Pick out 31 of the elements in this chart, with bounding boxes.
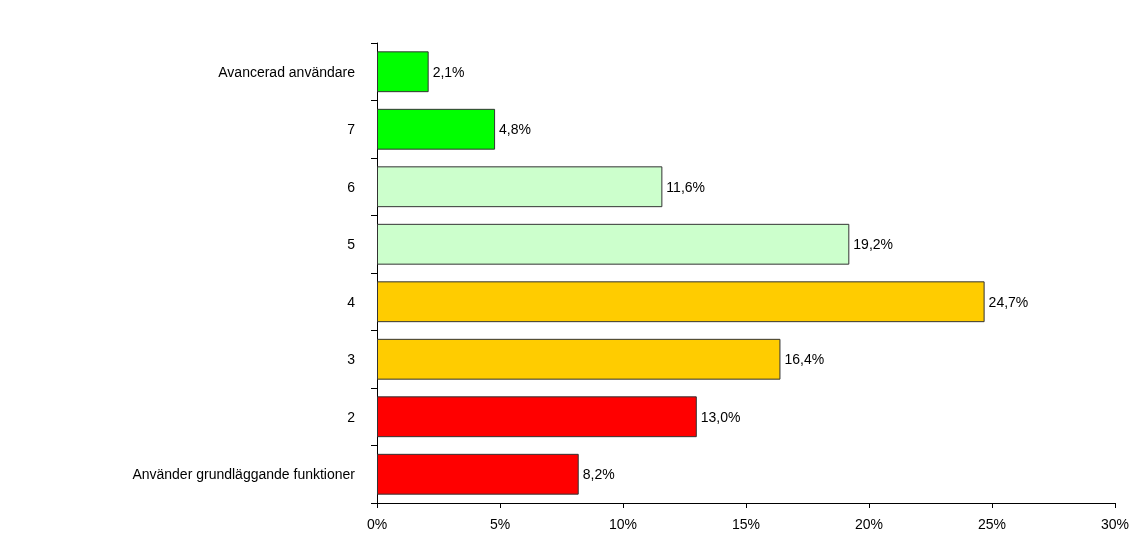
x-tick-label: 15% xyxy=(731,516,761,532)
data-label: 11,6% xyxy=(666,178,706,195)
data-label: 13,0% xyxy=(700,408,741,425)
y-tick-label: 7 xyxy=(347,121,356,138)
y-tick-label: Avancerad användare xyxy=(218,63,356,80)
data-label: 8,2% xyxy=(582,466,615,483)
x-tick-label: 30% xyxy=(1100,516,1130,532)
bar xyxy=(377,166,663,208)
x-tick-label: 5% xyxy=(489,516,511,532)
bar xyxy=(377,281,985,323)
bar xyxy=(377,223,850,265)
x-tick-label: 25% xyxy=(977,516,1007,532)
y-tick-label: 2 xyxy=(347,408,356,425)
bar xyxy=(377,51,429,93)
bar xyxy=(377,338,781,380)
y-tick-label: 4 xyxy=(347,293,356,310)
data-label: 19,2% xyxy=(853,236,894,253)
x-tick-label: 0% xyxy=(366,516,388,532)
data-label: 24,7% xyxy=(988,293,1029,310)
y-tick-label: 3 xyxy=(347,351,356,368)
data-label: 2,1% xyxy=(432,63,465,80)
y-tick-label: Använder grundläggande funktioner xyxy=(132,466,356,483)
data-label: 4,8% xyxy=(499,121,531,138)
x-tick-label: 10% xyxy=(608,516,638,532)
y-tick-label: 5 xyxy=(347,236,356,253)
bar xyxy=(377,396,697,438)
data-label: 16,4% xyxy=(784,351,825,368)
bar xyxy=(377,108,496,150)
x-tick-label: 20% xyxy=(854,516,884,532)
bar xyxy=(377,453,579,495)
y-tick-label: 6 xyxy=(347,178,356,195)
